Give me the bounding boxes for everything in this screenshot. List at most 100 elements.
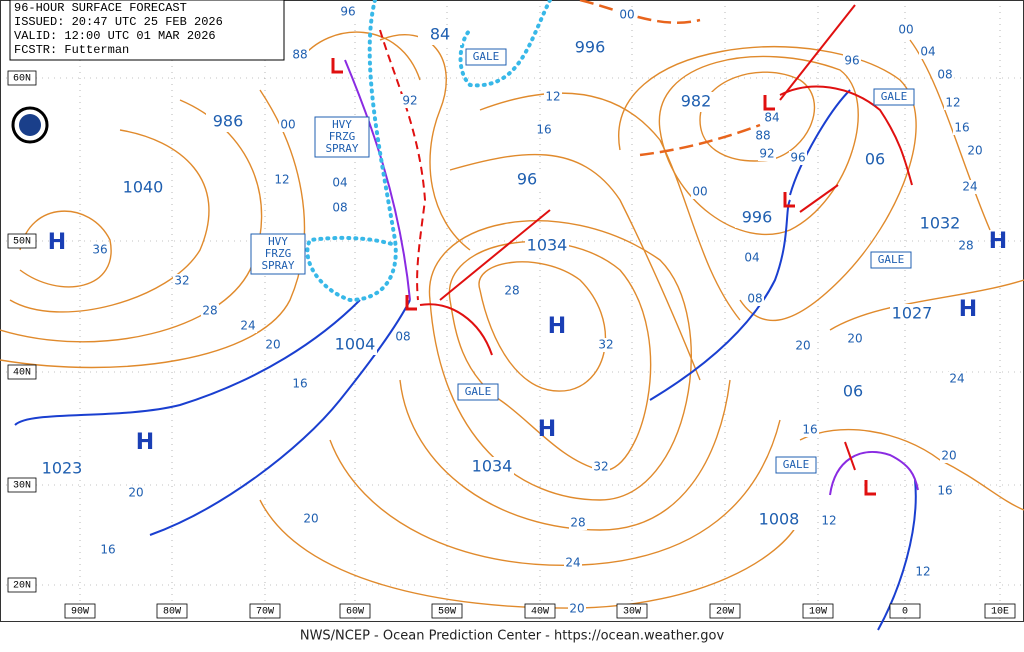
lat-label-box (7, 577, 37, 593)
isobar-label-bg (789, 151, 807, 165)
isobar-label: 04 (744, 251, 759, 265)
isobar-label: 20 (795, 339, 810, 353)
gale-warning: GALE (473, 50, 500, 63)
spray-warning: SPRAY (261, 259, 294, 272)
isobar-label-bg (331, 201, 349, 215)
occluded-front (829, 450, 919, 496)
lon-label: 10E (991, 607, 1009, 618)
lat-label-box (7, 364, 37, 380)
low-symbol (783, 192, 795, 208)
isobar-label: 04 (332, 176, 347, 190)
gale-warning: GALE (783, 458, 810, 471)
isobar-label: 16 (954, 121, 969, 135)
isobar-label: 28 (202, 304, 217, 318)
isobar-label-bg (794, 339, 812, 353)
spray-warning: FRZG (329, 130, 356, 143)
lon-label: 50W (438, 607, 456, 618)
isobar-label: 84 (764, 111, 779, 125)
isobar-label-bg (264, 338, 282, 352)
high-center: H (959, 297, 977, 322)
isobar-label: 92 (759, 147, 774, 161)
isobar-label-bg (201, 304, 219, 318)
isobar-label-bg (291, 377, 309, 391)
header-box (9, 0, 285, 61)
isobar-label-bg (758, 147, 776, 161)
pressure-label: 84 (430, 25, 450, 44)
lon-label-box (802, 603, 834, 619)
isobar-label-bg (279, 118, 297, 132)
isobars (0, 0, 1024, 609)
lon-label: 10W (809, 607, 827, 618)
gale-box (873, 88, 915, 106)
lon-label: 70W (256, 607, 274, 618)
pressure-label-bg (505, 170, 549, 190)
pressure-label-bg (121, 178, 165, 198)
lon-label-box (64, 603, 96, 619)
isobar-label: 32 (593, 460, 608, 474)
pressure-label-bg (918, 214, 962, 234)
isobar-label: 28 (504, 284, 519, 298)
isobar-label: 00 (898, 23, 913, 37)
lat-label: 50N (13, 237, 31, 248)
isobar-label: 92 (402, 94, 417, 108)
isobar-label: 96 (790, 151, 805, 165)
isobar-label: 08 (395, 330, 410, 344)
isobar-label-bg (948, 372, 966, 386)
isobar (699, 71, 816, 162)
pressure-label: 982 (681, 92, 712, 111)
lat-label-box (7, 233, 37, 249)
track-arrow (799, 184, 839, 213)
isobar-label-bg (291, 48, 309, 62)
isobar-label: 28 (570, 516, 585, 530)
header-line: FCSTR: Futterman (14, 43, 129, 57)
track-arrow (439, 209, 551, 301)
high-center: H (136, 430, 154, 455)
fronts (14, 29, 919, 631)
isobar-label: 96 (844, 54, 859, 68)
gale-box (465, 48, 507, 66)
isobar-label-bg (944, 96, 962, 110)
isobar-label: 88 (292, 48, 307, 62)
isobar-label-bg (91, 243, 109, 257)
lat-label-box (7, 477, 37, 493)
gale-warning: GALE (465, 385, 492, 398)
footer: NWS/NCEP - Ocean Prediction Center - htt… (300, 629, 725, 644)
warm-front (419, 303, 493, 356)
isobar (579, 0, 701, 24)
isobar-label: 88 (755, 129, 770, 143)
isobar-label: 20 (941, 449, 956, 463)
isobar-label-bg (754, 129, 772, 143)
isobar-label: 00 (692, 185, 707, 199)
isobar-label: 24 (240, 319, 255, 333)
isobar (658, 55, 859, 236)
isobar (299, 31, 421, 81)
cold-front (149, 299, 411, 536)
pressure-label: 96 (517, 170, 537, 189)
isobar-label-bg (801, 423, 819, 437)
isobar-label-bg (846, 332, 864, 346)
isobar-label: 12 (821, 514, 836, 528)
spray-warning: FRZG (265, 247, 292, 260)
isobar-label: 08 (937, 68, 952, 82)
isobar-label-bg (618, 8, 636, 22)
gale-box (870, 251, 912, 269)
lon-label: 40W (531, 607, 549, 618)
isobar-label-bg (401, 94, 419, 108)
isobar-label-bg (569, 516, 587, 530)
isobar-label: 16 (937, 484, 952, 498)
isobar-label-bg (966, 144, 984, 158)
isobar (9, 129, 210, 313)
header-line: ISSUED: 20:47 UTC 25 FEB 2026 (14, 15, 223, 29)
ice-line (458, 0, 552, 88)
isobar-label-bg (936, 484, 954, 498)
isobar-label-bg (239, 319, 257, 333)
lon-label-box (431, 603, 463, 619)
isobar-label-bg (127, 486, 145, 500)
low-symbol (405, 295, 417, 311)
pressure-label: 1008 (759, 510, 800, 529)
high-center: H (538, 417, 556, 442)
isobar-label-bg (763, 111, 781, 125)
pressure-label: 996 (742, 208, 773, 227)
isobar-label: 32 (598, 338, 613, 352)
isobar (19, 210, 112, 288)
